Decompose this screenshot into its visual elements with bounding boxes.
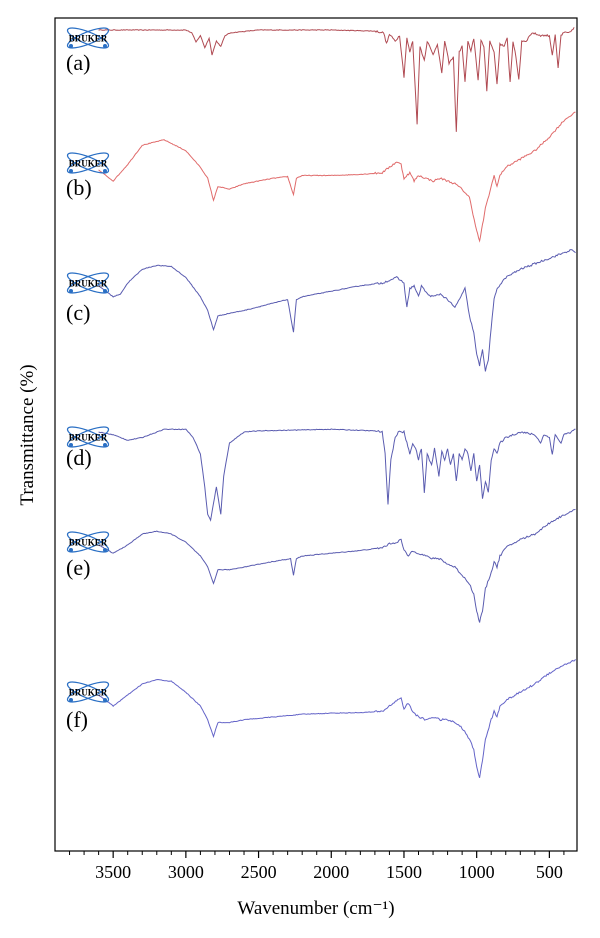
series-line-2 [98, 111, 576, 243]
bruker-wordmark: BRUKER [69, 433, 108, 443]
x-axis-label: Wavenumber (cm⁻¹) [237, 898, 394, 919]
series-label-6: (f) [66, 707, 88, 732]
series-layer [98, 27, 576, 778]
bruker-wordmark: BRUKER [69, 279, 108, 289]
x-tick-label: 2000 [313, 862, 349, 882]
series-label-5: (e) [66, 555, 90, 580]
plot-frame [54, 17, 578, 852]
series-label-3: (c) [66, 300, 90, 325]
x-tick-label: 1000 [459, 862, 495, 882]
bruker-logo: BRUKER [66, 272, 110, 294]
series-line-1 [98, 27, 575, 132]
series-line-5 [98, 508, 576, 623]
bruker-logo: BRUKER [66, 152, 110, 174]
y-axis-label: Transmittance (%) [17, 364, 38, 505]
series-label-layer: (a) (b) (c) (d) (e) (f) [66, 50, 92, 732]
x-axis: 3500 3000 2500 2000 1500 1000 500 [69, 851, 565, 882]
series-label-4: (d) [66, 445, 92, 470]
x-tick-label: 3000 [168, 862, 204, 882]
bruker-logo: BRUKER [66, 426, 110, 448]
bruker-logo: BRUKER [66, 27, 110, 49]
bruker-wordmark: BRUKER [69, 688, 108, 698]
x-tick-label: 3500 [95, 862, 131, 882]
series-line-6 [98, 659, 576, 778]
bruker-wordmark: BRUKER [69, 34, 108, 44]
bruker-logo: BRUKER [66, 681, 110, 703]
bruker-wordmark: BRUKER [69, 159, 108, 169]
x-tick-label: 500 [536, 862, 563, 882]
bruker-logo: BRUKER [66, 531, 110, 553]
bruker-wordmark: BRUKER [69, 538, 108, 548]
logo-layer: BRUKER BRUKER BRUKER BRUKER BRUKER BRUKER [66, 27, 110, 703]
series-label-2: (b) [66, 175, 92, 200]
x-tick-label: 2500 [241, 862, 277, 882]
x-tick-label: 1500 [386, 862, 422, 882]
series-line-3 [98, 249, 576, 372]
series-line-4 [98, 428, 576, 522]
series-label-1: (a) [66, 50, 90, 75]
